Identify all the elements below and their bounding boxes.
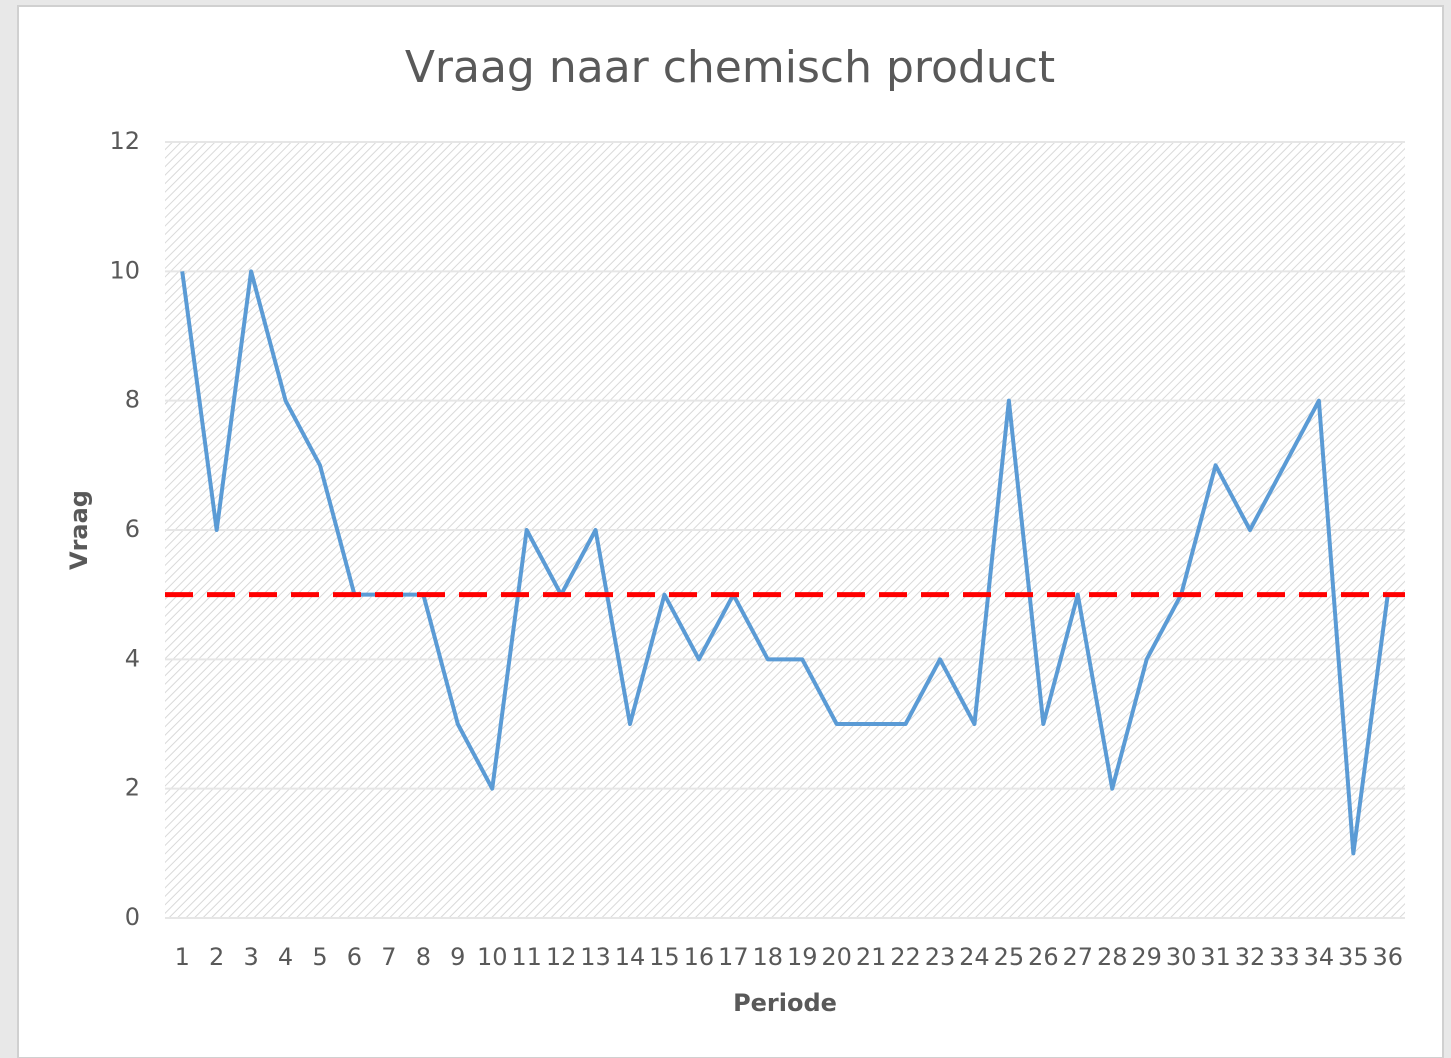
y-axis-label: Vraag [65, 490, 93, 570]
x-tick-label: 34 [1304, 943, 1335, 971]
y-tick-label: 8 [125, 386, 140, 414]
chart-title: Vraag naar chemisch product [405, 42, 1055, 93]
x-tick-label: 2 [209, 943, 224, 971]
y-tick-label: 2 [125, 774, 140, 802]
x-tick-label: 5 [312, 943, 327, 971]
x-tick-label: 9 [450, 943, 465, 971]
x-tick-label: 32 [1235, 943, 1266, 971]
x-tick-label: 24 [959, 943, 990, 971]
x-tick-label: 36 [1373, 943, 1404, 971]
x-tick-label: 29 [1131, 943, 1162, 971]
x-tick-label: 6 [347, 943, 362, 971]
x-tick-label: 8 [416, 943, 431, 971]
x-tick-label: 3 [243, 943, 258, 971]
x-tick-label: 7 [381, 943, 396, 971]
x-tick-label: 14 [615, 943, 646, 971]
y-tick-label: 10 [109, 256, 140, 284]
x-tick-label: 19 [787, 943, 818, 971]
x-tick-label: 21 [856, 943, 887, 971]
x-tick-label: 31 [1200, 943, 1231, 971]
x-tick-label: 23 [925, 943, 956, 971]
y-tick-label: 0 [125, 903, 140, 931]
x-tick-label: 12 [546, 943, 577, 971]
y-tick-label: 12 [109, 127, 140, 155]
y-tick-label: 4 [125, 644, 140, 672]
x-tick-label: 4 [278, 943, 293, 971]
x-tick-label: 1 [175, 943, 190, 971]
x-tick-label: 27 [1063, 943, 1094, 971]
x-tick-label: 13 [580, 943, 611, 971]
y-tick-label: 6 [125, 515, 140, 543]
x-tick-label: 26 [1028, 943, 1059, 971]
x-tick-label: 30 [1166, 943, 1197, 971]
x-tick-label: 20 [821, 943, 852, 971]
x-tick-label: 33 [1269, 943, 1300, 971]
x-tick-label: 35 [1338, 943, 1369, 971]
x-axis-label: Periode [733, 989, 837, 1017]
x-tick-label: 16 [684, 943, 715, 971]
x-tick-label: 22 [890, 943, 921, 971]
x-tick-label: 15 [649, 943, 680, 971]
x-tick-label: 11 [511, 943, 542, 971]
x-tick-label: 28 [1097, 943, 1128, 971]
x-tick-label: 25 [994, 943, 1025, 971]
x-tick-label: 18 [753, 943, 784, 971]
x-tick-label: 17 [718, 943, 749, 971]
x-tick-label: 10 [477, 943, 508, 971]
